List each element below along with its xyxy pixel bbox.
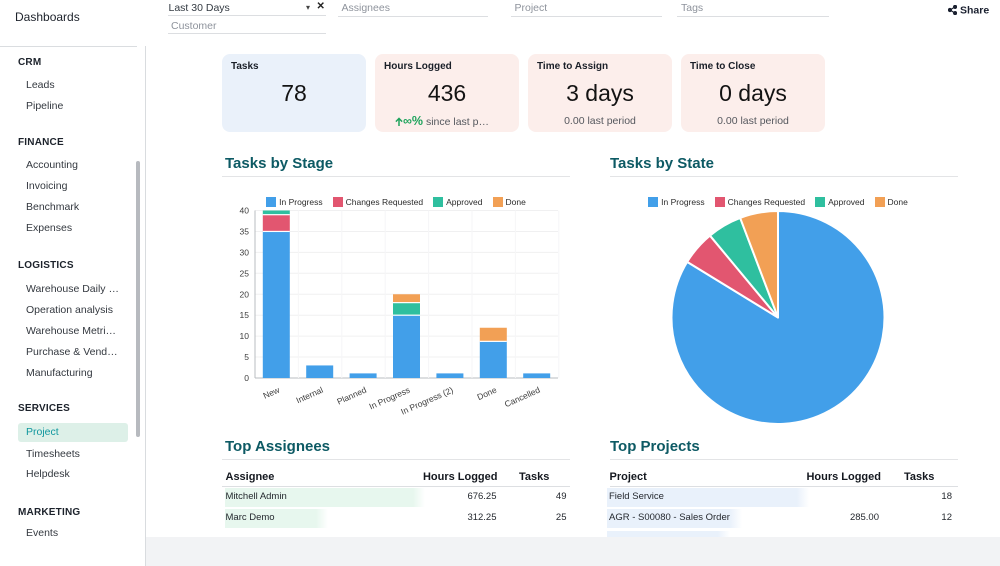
svg-text:30: 30 [240, 247, 250, 257]
svg-text:35: 35 [240, 226, 250, 236]
svg-text:Internal: Internal [295, 385, 325, 406]
svg-text:Cancelled: Cancelled [503, 385, 542, 410]
svg-text:15: 15 [240, 310, 250, 320]
svg-text:Planned: Planned [335, 385, 368, 407]
svg-text:40: 40 [240, 206, 250, 216]
svg-text:0: 0 [244, 373, 249, 383]
svg-text:Done: Done [475, 385, 498, 403]
svg-text:10: 10 [240, 331, 250, 341]
svg-text:25: 25 [240, 268, 250, 278]
svg-text:New: New [262, 384, 282, 400]
svg-text:5: 5 [244, 352, 249, 362]
svg-text:20: 20 [240, 289, 250, 299]
